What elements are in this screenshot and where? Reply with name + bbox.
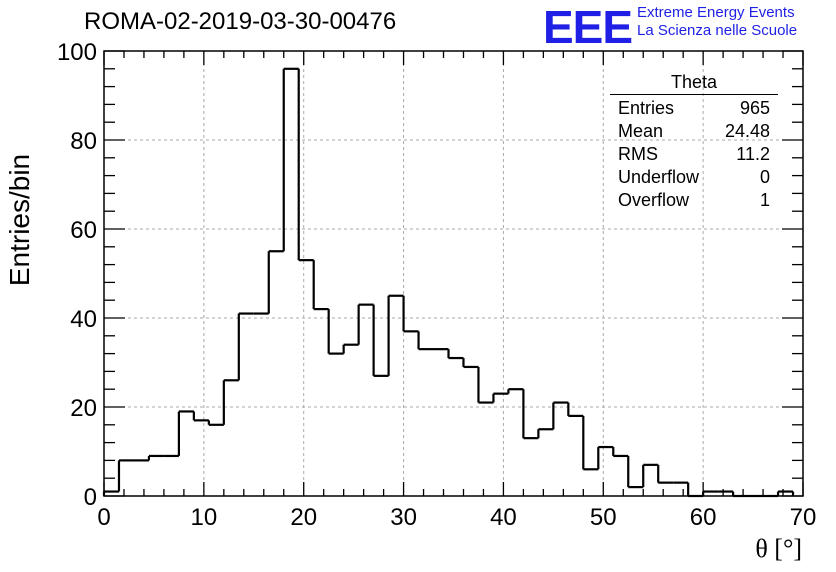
x-tick-label: 30 <box>390 504 417 531</box>
grid-lines <box>104 51 803 496</box>
x-tick-label: 50 <box>590 504 617 531</box>
y-axis-label: Entries/bin <box>4 153 35 287</box>
logo-line-1: Extreme Energy Events <box>637 4 795 21</box>
eee-logo-text: Extreme Energy Events La Scienza nelle S… <box>637 4 797 40</box>
logo-line-2: La Scienza nelle Scuole <box>637 22 798 39</box>
x-tick-label: 20 <box>290 504 317 531</box>
stats-label: Underflow <box>618 167 700 187</box>
y-tick-label: 60 <box>70 217 97 244</box>
stats-label: RMS <box>618 144 658 164</box>
stats-row-underflow: Underflow 0 <box>610 166 778 189</box>
stats-value: 24.48 <box>724 121 770 141</box>
stats-label: Mean <box>618 121 664 141</box>
stats-row-mean: Mean 24.48 <box>610 120 778 143</box>
stats-label: Overflow <box>618 190 690 210</box>
stats-row-overflow: Overflow 1 <box>610 189 778 212</box>
x-tick-label: 0 <box>97 504 110 531</box>
y-tick-label: 40 <box>70 306 97 333</box>
stats-row-entries: Entries 965 <box>610 97 778 120</box>
stats-value: 1 <box>759 190 770 210</box>
chart-title: ROMA-02-2019-03-30-00476 <box>84 8 397 35</box>
stats-box: Theta Entries 965 Mean 24.48 RMS 11.2 Un… <box>610 72 778 212</box>
x-axis-label: θ [°] <box>755 534 802 563</box>
x-tick-label: 70 <box>790 504 817 531</box>
stats-label: Entries <box>618 98 675 118</box>
plot-frame <box>103 50 804 497</box>
y-tick-label: 80 <box>70 128 97 155</box>
histogram-bins <box>102 67 795 498</box>
stats-value: 965 <box>739 98 770 118</box>
stats-value: 0 <box>759 167 770 187</box>
stats-value: 11.2 <box>736 144 770 164</box>
x-tick-label: 10 <box>191 504 218 531</box>
y-tick-label: 20 <box>70 395 97 422</box>
eee-logo: EEE <box>543 1 633 53</box>
x-tick-label: 60 <box>690 504 717 531</box>
axis-ticks <box>103 50 804 497</box>
x-tick-label: 40 <box>490 504 517 531</box>
y-tick-label: 0 <box>84 484 97 511</box>
stats-title: Theta <box>610 72 778 95</box>
stats-row-rms: RMS 11.2 <box>610 143 778 166</box>
y-tick-label: 100 <box>57 39 97 66</box>
